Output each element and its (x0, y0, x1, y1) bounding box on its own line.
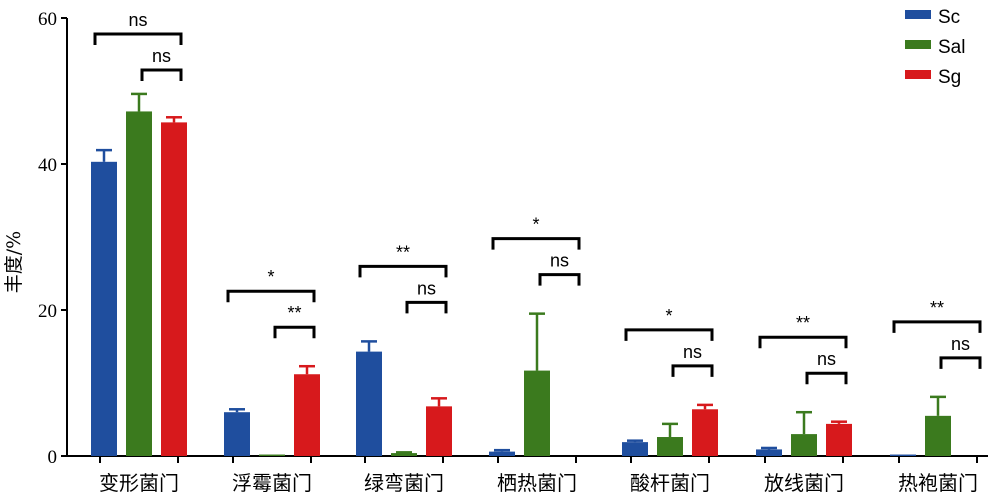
significance-bracket-outer (226, 289, 316, 303)
y-tick-label: 20 (38, 301, 57, 322)
y-tick-label: 40 (38, 155, 57, 176)
x-category-label: 变形菌门 (99, 471, 179, 495)
significance-label-outer: * (665, 306, 672, 326)
significance-bracket-outer (491, 237, 581, 250)
x-category-label: 酸杆菌门 (630, 471, 710, 495)
bar-sc-2 (356, 351, 382, 456)
significance-label-outer: * (267, 267, 274, 287)
significance-bracket-inner (939, 356, 982, 369)
significance-label-inner: ns (417, 278, 436, 298)
y-tick-label: 60 (38, 9, 57, 30)
legend-label-sal: Sal (938, 37, 965, 58)
significance-label-inner: ns (152, 46, 171, 66)
bar-sal-0 (126, 111, 152, 456)
x-category-label: 热袍菌门 (898, 471, 978, 495)
significance-bracket-inner (671, 364, 714, 377)
bar-sg-4 (692, 409, 718, 456)
y-axis-label: 丰度/% (3, 231, 25, 293)
y-tick-label: 0 (48, 447, 58, 468)
bar-sc-3 (489, 451, 515, 456)
x-category-label: 绿弯菌门 (364, 471, 444, 495)
bar-sal-6 (925, 415, 951, 456)
significance-bracket-outer (758, 335, 848, 349)
bar-sc-5 (756, 449, 782, 456)
axes: 0 20 40 60 丰度/% 变形菌门 浮霉菌门 绿弯菌门 栖热菌门 酸杆菌门 放线菌门 热袍菌门 (3, 9, 988, 495)
bar-sal-5 (791, 434, 817, 456)
significance-bracket-inner (273, 325, 316, 339)
significance-label-outer: * (532, 215, 539, 235)
legend-swatch-sg (905, 70, 931, 79)
significance-label-outer: ** (396, 242, 410, 262)
legend-swatch-sc (905, 10, 931, 19)
significance-bracket-inner (805, 371, 848, 385)
significance-bracket-inner (538, 273, 581, 286)
significance-label-inner: ns (951, 334, 970, 354)
legend: Sc Sal Sg (905, 7, 965, 88)
significance-bracket-outer (624, 328, 714, 341)
bar-sal-1 (259, 454, 285, 456)
legend-swatch-sal (905, 40, 931, 49)
x-category-label: 浮霉菌门 (232, 471, 312, 495)
bar-sg-0 (161, 122, 187, 456)
significance-label-inner: ns (550, 251, 569, 271)
bar-sc-6 (890, 454, 916, 456)
bar-sg-5 (826, 423, 852, 456)
bar-sg-1 (294, 374, 320, 456)
significance-bracket-outer (892, 320, 982, 333)
significance-bracket-outer (358, 264, 448, 278)
significance-label-outer: ** (930, 298, 944, 318)
bar-sc-1 (224, 412, 250, 456)
significance-bracket-inner (140, 68, 183, 81)
bar-sal-3 (524, 370, 550, 456)
significance-bracket-inner (405, 300, 448, 314)
bar-sg-2 (426, 406, 452, 456)
legend-label-sg: Sg (938, 67, 961, 88)
x-category-label: 放线菌门 (764, 471, 844, 495)
x-category-label: 栖热菌门 (497, 471, 577, 495)
significance-label-inner: ** (287, 303, 301, 323)
bars (91, 92, 951, 456)
bar-sc-4 (622, 442, 648, 456)
significance-label-inner: ns (683, 342, 702, 362)
legend-label-sc: Sc (938, 7, 960, 28)
bar-sal-4 (657, 437, 683, 456)
significance-label-inner: ns (817, 349, 836, 369)
bar-sal-2 (391, 453, 417, 456)
significance-bracket-outer (93, 32, 183, 45)
significance-label-outer: ** (796, 313, 810, 333)
significance-label-outer: ns (128, 10, 147, 30)
bar-sc-0 (91, 161, 117, 456)
